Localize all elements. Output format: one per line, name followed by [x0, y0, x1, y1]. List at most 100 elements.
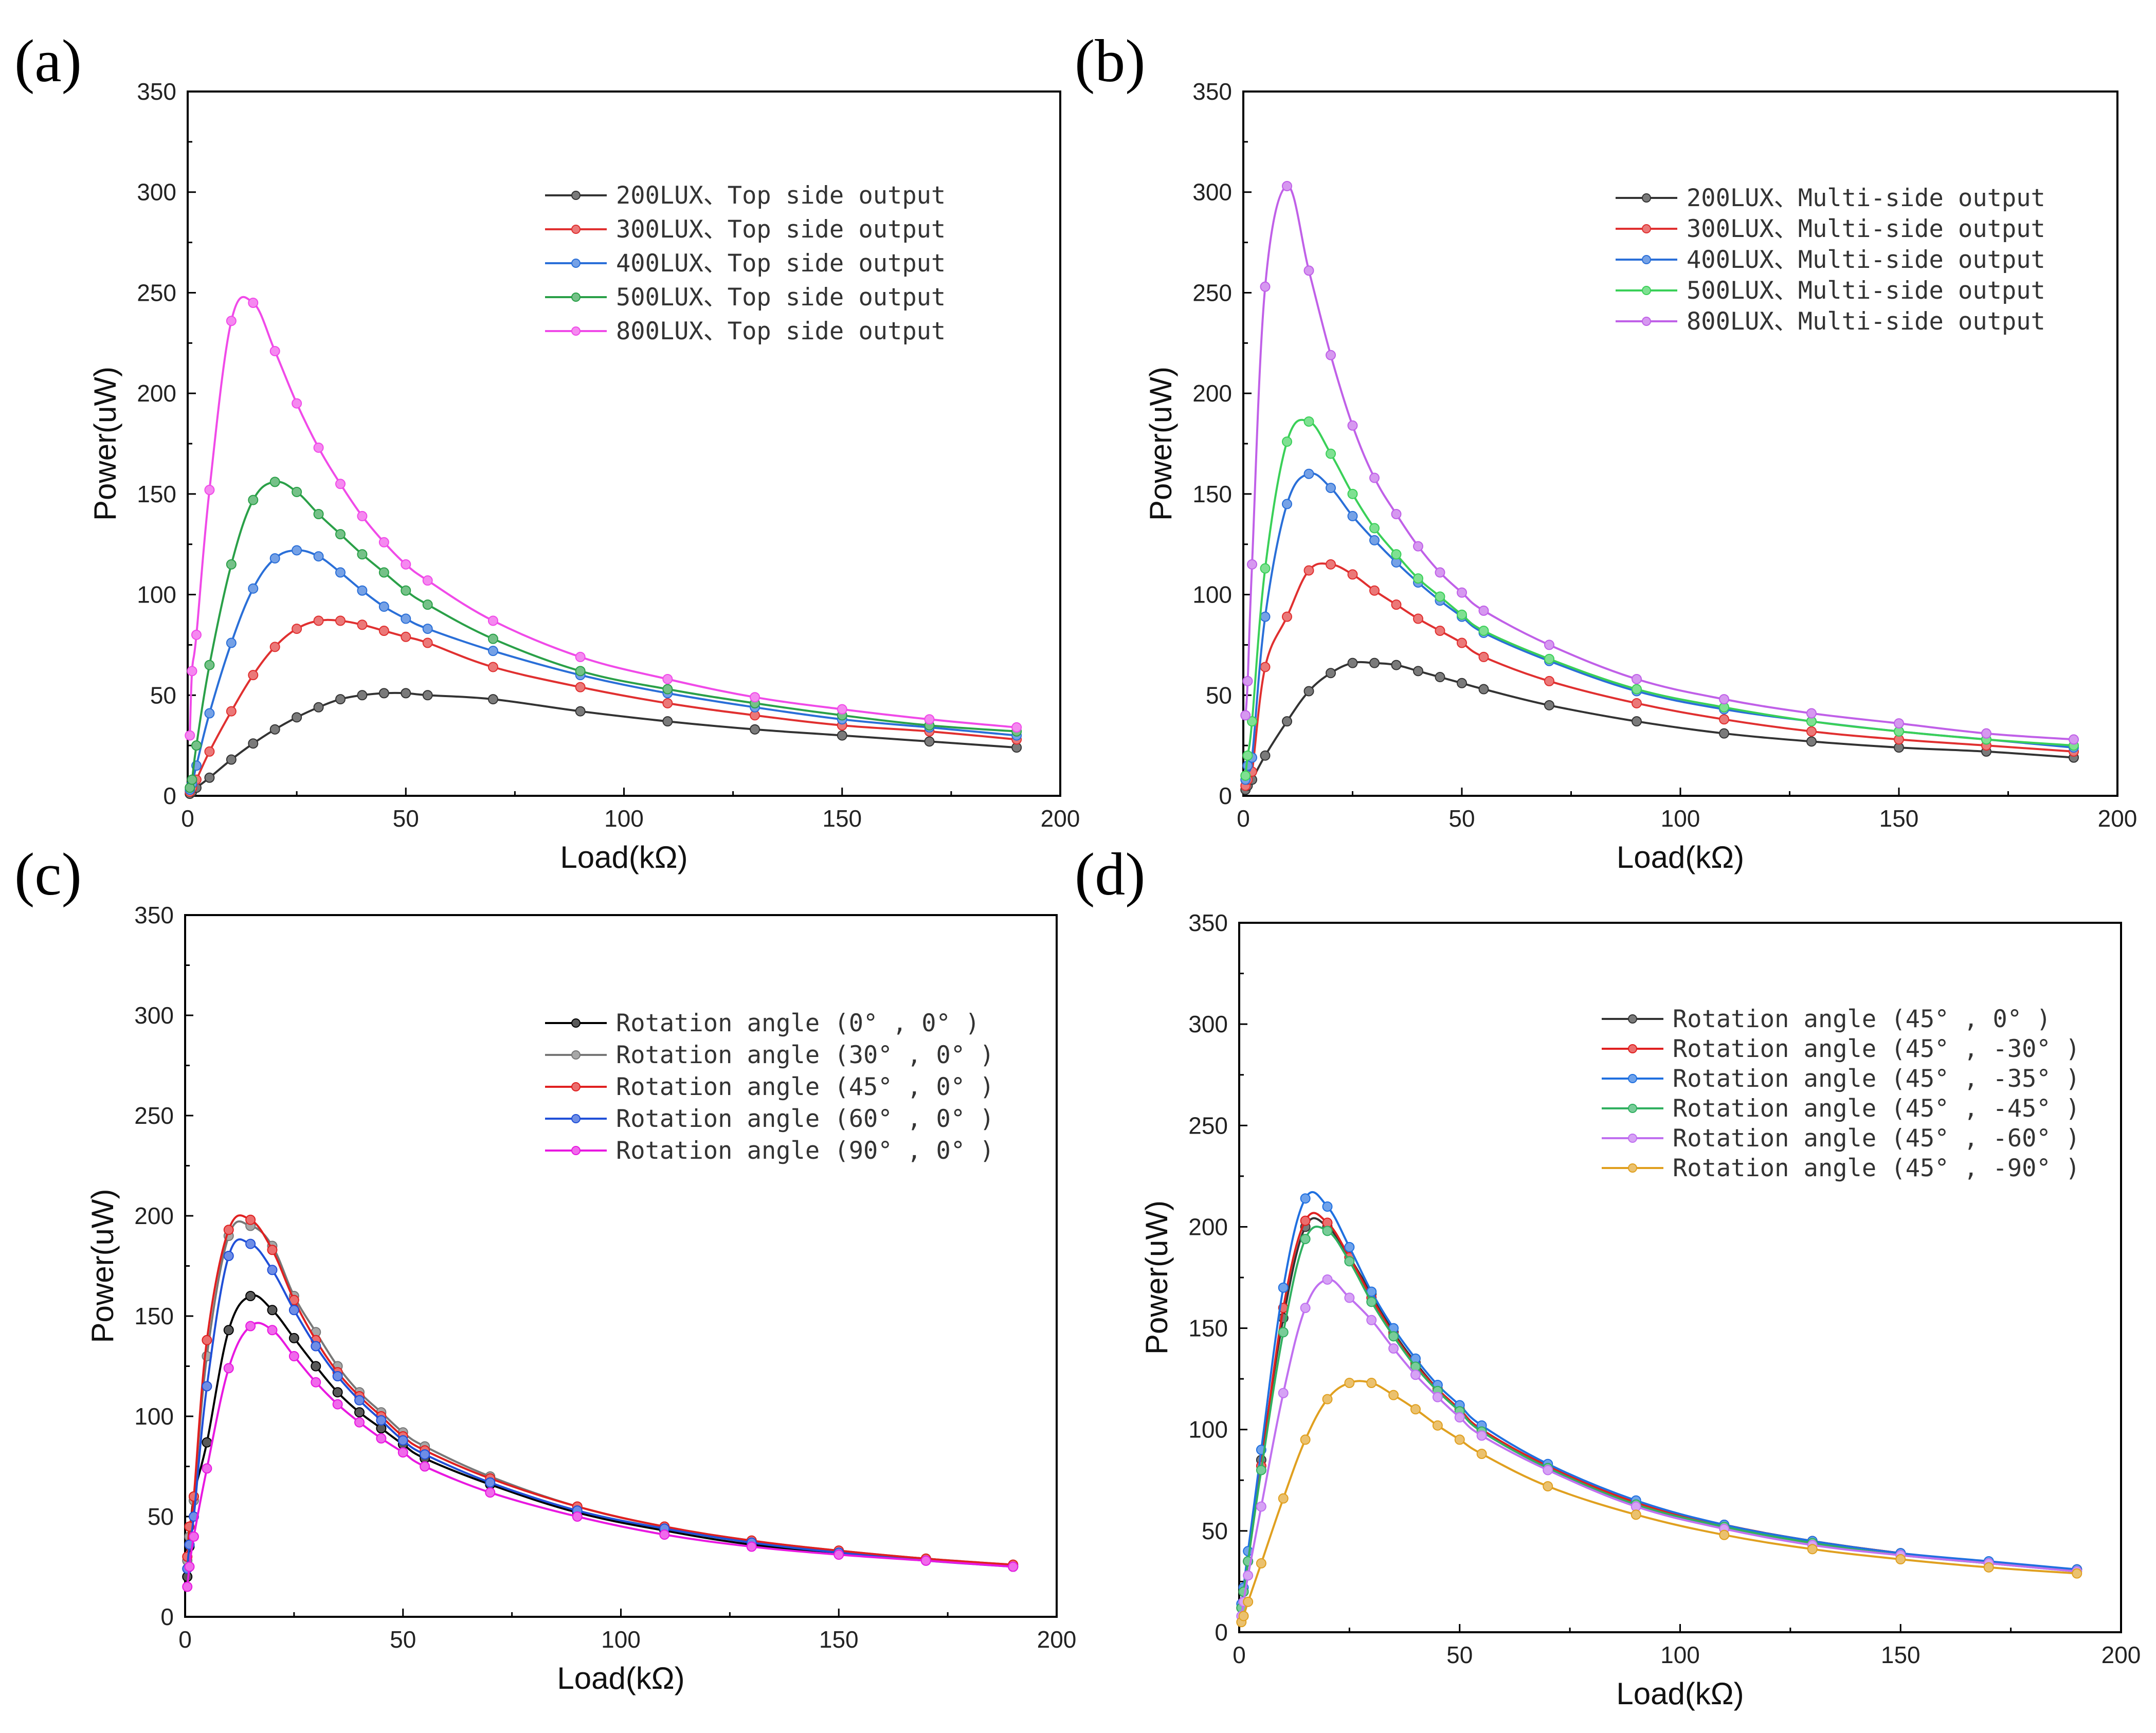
legend-marker [1642, 317, 1651, 326]
data-point [1543, 1481, 1553, 1492]
data-point [267, 1325, 278, 1336]
data-point [226, 316, 237, 326]
x-tick-label: 0 [1233, 1641, 1246, 1668]
data-point [837, 730, 847, 741]
data-point [1300, 1234, 1311, 1245]
data-point [202, 1463, 212, 1474]
legend-label: Rotation angle (60° , 0° ) [616, 1105, 994, 1133]
data-point [226, 559, 237, 570]
x-axis-title: Load(kΩ) [1616, 1676, 1744, 1711]
data-point [1303, 416, 1314, 427]
data-point [420, 1449, 430, 1460]
y-tick-label: 350 [1192, 78, 1232, 105]
data-point [1457, 609, 1467, 620]
data-point [1278, 1388, 1289, 1398]
data-point [1388, 1390, 1399, 1400]
legend-label: 400LUX、Multi-side output [1687, 246, 2045, 274]
data-point [248, 298, 259, 308]
x-tick-label: 200 [2098, 805, 2137, 832]
data-point [204, 485, 215, 496]
data-point [1242, 676, 1253, 686]
y-tick-label: 50 [150, 682, 176, 708]
x-tick-label: 50 [393, 805, 419, 832]
data-point [354, 1417, 365, 1428]
data-point [332, 1399, 343, 1410]
series-4: 500LUX、Multi-side output [1240, 277, 2079, 781]
x-tick-label: 100 [601, 1626, 641, 1653]
data-point [204, 746, 215, 757]
x-tick-label: 150 [822, 805, 862, 832]
data-point [1369, 535, 1380, 545]
legend-marker [571, 191, 581, 200]
data-point [269, 553, 280, 564]
data-point [1476, 1430, 1487, 1441]
data-point [335, 479, 346, 489]
y-tick-label: 200 [134, 1202, 174, 1229]
x-tick-label: 50 [390, 1626, 416, 1653]
y-tick-label: 50 [1202, 1518, 1228, 1544]
data-point [1454, 1412, 1465, 1423]
data-point [1391, 549, 1402, 560]
legend-label: 400LUX、Top side output [616, 249, 946, 278]
data-point [1322, 1226, 1333, 1236]
series-3: Rotation angle (45° , 0° ) [182, 1073, 1019, 1570]
data-point [248, 495, 259, 505]
legend-label: 300LUX、Multi-side output [1687, 215, 2045, 243]
data-point [354, 1407, 365, 1418]
data-point [226, 637, 237, 648]
data-point [245, 1214, 256, 1225]
data-point [204, 708, 215, 719]
data-point [1303, 686, 1314, 697]
y-tick-label: 50 [1206, 682, 1232, 708]
data-point [1347, 510, 1358, 521]
data-point [202, 1335, 212, 1345]
data-point [750, 692, 760, 703]
series-6: Rotation angle (45° , -90° ) [1236, 1154, 2082, 1628]
data-point [837, 704, 847, 715]
legend-marker [1628, 1044, 1637, 1053]
data-point [1543, 1465, 1553, 1475]
data-point [245, 1291, 256, 1301]
data-point [1260, 611, 1271, 622]
y-tick-label: 100 [1188, 1416, 1228, 1443]
data-point [487, 615, 498, 626]
data-point [267, 1245, 278, 1255]
data-point [1435, 567, 1445, 578]
data-point [378, 567, 389, 578]
data-point [1369, 472, 1380, 483]
x-tick-label: 150 [1881, 1641, 1921, 1668]
series-line [1240, 1380, 2077, 1623]
y-tick-label: 0 [160, 1603, 174, 1630]
data-point [1347, 658, 1358, 668]
data-point [1435, 591, 1445, 602]
legend-marker [571, 1082, 581, 1091]
data-point [422, 637, 433, 648]
y-tick-label: 250 [1192, 279, 1232, 306]
data-point [1322, 1394, 1333, 1404]
data-point [1011, 722, 1022, 733]
data-point [487, 694, 498, 705]
y-tick-label: 0 [1219, 782, 1232, 809]
data-point [575, 651, 586, 662]
series-line [1240, 1191, 2077, 1604]
data-point [1806, 736, 1817, 747]
data-point [248, 738, 259, 749]
y-tick-label: 300 [1188, 1011, 1228, 1037]
data-point [1278, 1282, 1289, 1293]
data-point [1478, 605, 1489, 616]
data-point [1410, 1370, 1421, 1380]
data-point [834, 1549, 844, 1560]
data-point [223, 1251, 234, 1261]
data-point [292, 486, 302, 497]
data-point [245, 1238, 256, 1249]
data-point [397, 1435, 408, 1446]
data-point [1457, 637, 1467, 648]
data-point [924, 714, 935, 725]
series-line [186, 1214, 1013, 1566]
data-point [335, 567, 346, 578]
data-point [1410, 1404, 1421, 1415]
data-point [662, 684, 673, 695]
panel-label: (b) [1075, 27, 1146, 95]
data-point [2069, 734, 2079, 745]
data-point [292, 545, 302, 556]
